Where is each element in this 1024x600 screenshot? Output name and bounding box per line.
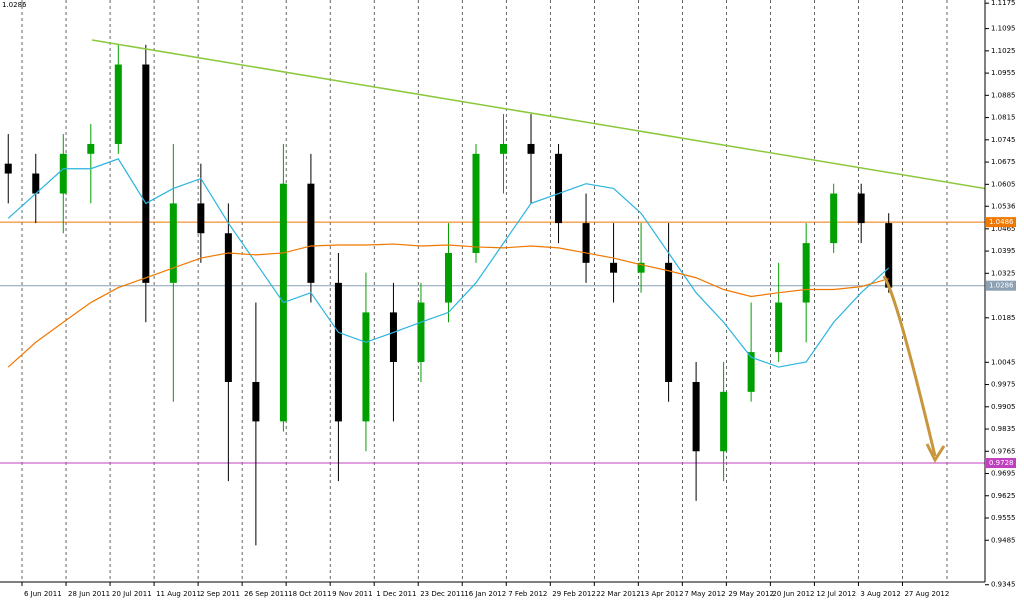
trendline: [91, 39, 1024, 196]
candle-body: [307, 183, 315, 283]
y-tick-label: 0.9345: [991, 581, 1016, 589]
candle-body: [857, 193, 865, 224]
candle-body: [362, 312, 370, 422]
candle-body: [527, 143, 535, 154]
x-tick-label: 2 Sep 2011: [200, 590, 240, 598]
candle-body: [747, 352, 755, 392]
candle-body: [802, 243, 810, 303]
x-tick-label: 27 Aug 2012: [904, 590, 949, 598]
y-tick-label: 1.0675: [991, 158, 1016, 166]
candle-body: [472, 153, 480, 253]
x-tick-label: 20 Jun 2012: [772, 590, 814, 598]
moving-average: [7, 243, 889, 368]
y-tick-label: 0.9975: [991, 381, 1016, 389]
y-tick-label: 1.0815: [991, 114, 1016, 122]
level-label-box: [986, 280, 1016, 291]
arrow-head: [925, 443, 946, 464]
candle-body: [555, 153, 563, 224]
y-tick-label: 1.0465: [991, 225, 1016, 233]
y-tick-label: 1.0325: [991, 269, 1016, 277]
x-tick-label: 20 Jul 2011: [112, 590, 152, 598]
candle-body: [500, 143, 508, 154]
x-tick-label: 7 May 2012: [684, 590, 725, 598]
x-tick-label: 6 Jun 2011: [24, 590, 62, 598]
level-label-box: [986, 217, 1016, 228]
x-tick-label: 26 Sep 2011: [244, 590, 288, 598]
y-tick-label: 0.9485: [991, 536, 1016, 544]
candle-body: [334, 282, 342, 422]
candle-body: [665, 262, 673, 382]
level-label-box: [986, 458, 1016, 469]
x-tick-label: 9 Nov 2011: [332, 590, 372, 598]
candle-body: [87, 143, 95, 154]
y-tick-label: 0.9555: [991, 514, 1016, 522]
candle-body: [169, 203, 177, 283]
y-tick-label: 0.9765: [991, 447, 1016, 455]
y-tick-label: 1.0395: [991, 247, 1016, 255]
candle-body: [637, 262, 645, 273]
y-tick-label: 0.9835: [991, 425, 1016, 433]
candle-body: [252, 381, 260, 422]
candle-body: [32, 173, 40, 194]
candle-body: [142, 64, 150, 283]
y-tick-label: 0.9625: [991, 492, 1016, 500]
candle-body: [444, 252, 452, 303]
x-tick-label: 28 Jun 2011: [68, 590, 110, 598]
candle-body: [885, 223, 893, 288]
price-axis: [985, 0, 1024, 600]
candle-body: [389, 312, 397, 362]
arrow: [882, 275, 937, 457]
x-tick-label: 13 Apr 2012: [640, 590, 683, 598]
candle-body: [59, 153, 67, 194]
candle-body: [720, 391, 728, 452]
y-tick-label: 1.0745: [991, 136, 1016, 144]
level-label: 1.0486: [989, 218, 1014, 226]
candle-body: [4, 163, 12, 174]
symbol-price: 1.0286: [2, 1, 27, 9]
moving-average: [7, 158, 890, 368]
candle-body: [197, 203, 205, 234]
level-label: 0.9728: [989, 459, 1014, 467]
y-tick-label: 1.1175: [991, 0, 1016, 7]
candle-body: [610, 262, 618, 273]
x-tick-label: 16 Jan 2012: [464, 590, 506, 598]
x-tick-label: 11 Aug 2011: [156, 590, 201, 598]
x-tick-label: 3 Aug 2012: [860, 590, 900, 598]
axis: 6 Jun 2011 28 Jun 2011 20 Jul 2011 11 Aug 2…: [21, 0, 1016, 598]
candle-body: [417, 302, 425, 362]
x-tick-label: 29 May 2012: [728, 590, 774, 598]
y-tick-label: 1.0885: [991, 91, 1016, 99]
y-tick-label: 0.9695: [991, 470, 1016, 478]
y-tick-label: 1.0185: [991, 314, 1016, 322]
candle-body: [114, 64, 122, 144]
y-tick-label: 1.0605: [991, 180, 1016, 188]
x-tick-label: 18 Oct 2011: [288, 590, 331, 598]
y-tick-label: 1.0045: [991, 358, 1016, 366]
x-tick-label: 12 Jul 2012: [816, 590, 856, 598]
x-tick-label: 1 Dec 2011: [376, 590, 416, 598]
y-tick-label: 1.1025: [991, 47, 1016, 55]
x-tick-label: 23 Dec 2011: [420, 590, 465, 598]
plot: [0, 44, 985, 546]
x-tick-label: 29 Feb 2012: [552, 590, 596, 598]
candle-body: [830, 193, 838, 244]
level-label: 1.0286: [989, 282, 1014, 290]
candle-body: [224, 233, 232, 382]
candle-body: [692, 381, 700, 452]
x-tick-label: 22 Mar 2012: [596, 590, 640, 598]
y-tick-label: 1.1095: [991, 25, 1016, 33]
candle-body: [582, 223, 590, 263]
x-tick-label: 7 Feb 2012: [508, 590, 547, 598]
candle-body: [775, 302, 783, 353]
y-tick-label: 1.0536: [991, 202, 1016, 210]
y-tick-label: 0.9905: [991, 403, 1016, 411]
y-tick-label: 1.0955: [991, 69, 1016, 77]
